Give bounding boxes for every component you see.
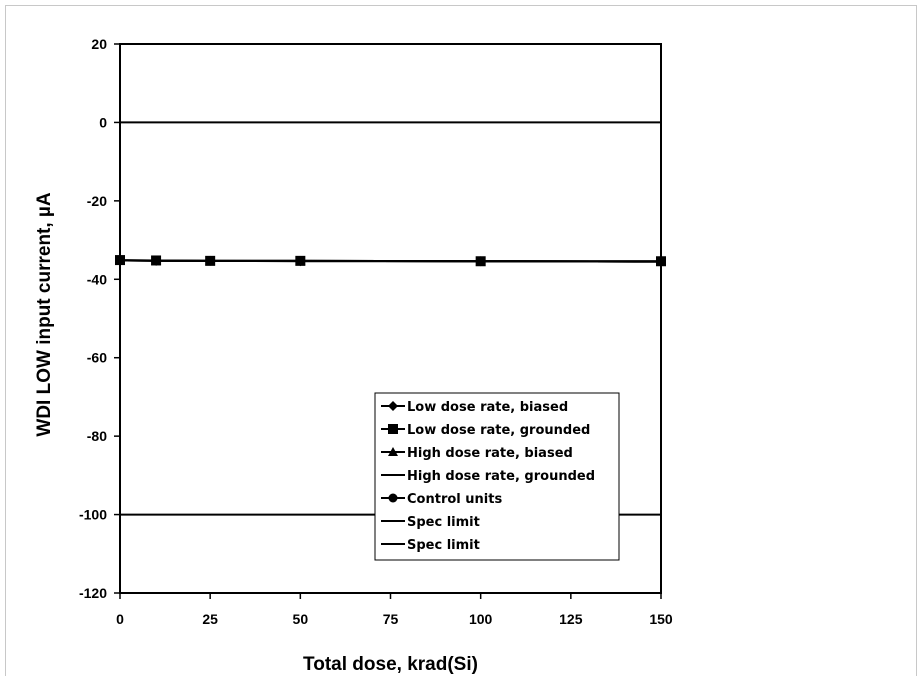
y-tick-label: -20 [87, 193, 107, 209]
x-tick-label: 125 [559, 611, 583, 627]
data-point [151, 255, 161, 265]
data-point [115, 255, 125, 265]
x-tick-label: 25 [202, 611, 218, 627]
legend-label: Spec limit [407, 538, 480, 553]
legend: Low dose rate, biased Low dose rate, grou… [374, 392, 620, 561]
x-tick-label: 0 [116, 611, 124, 627]
series-line [120, 259, 661, 263]
x-tick-label: 50 [293, 611, 309, 627]
legend-label: High dose rate, grounded [407, 469, 595, 484]
legend-marker [388, 401, 398, 411]
legend-entry: High dose rate, biased [381, 446, 573, 461]
data-point [476, 256, 486, 266]
x-tick-label: 100 [469, 611, 493, 627]
y-axis: 20 0 -20 -40 -60 -80 -100 -120 [79, 36, 120, 601]
y-tick-label: -80 [87, 428, 107, 444]
x-tick-label: 75 [383, 611, 399, 627]
y-tick-label: -60 [87, 350, 107, 366]
legend-label: High dose rate, biased [407, 446, 573, 461]
data-point [205, 256, 215, 266]
x-tick-label: 150 [649, 611, 673, 627]
legend-marker [388, 424, 398, 434]
y-tick-label: 20 [91, 36, 107, 52]
legend-entry: Control units [381, 492, 502, 507]
y-tick-label: -100 [79, 507, 107, 523]
legend-box [374, 392, 620, 561]
y-tick-label: 0 [99, 114, 107, 130]
data-point [656, 256, 666, 266]
legend-label: Low dose rate, grounded [407, 423, 590, 438]
legend-label: Low dose rate, biased [407, 400, 568, 415]
y-axis-title: WDI LOW input current, µA [34, 192, 55, 436]
series-layer [115, 121, 666, 516]
legend-entry: Spec limit [381, 538, 480, 553]
y-tick-label: -40 [87, 271, 107, 287]
legend-marker [388, 447, 398, 456]
y-tick-label: -120 [79, 585, 107, 601]
data-point [295, 256, 305, 266]
series-4 [115, 255, 666, 266]
x-axis-title: Total dose, krad(Si) [303, 654, 478, 675]
legend-entry: High dose rate, grounded [381, 469, 595, 484]
legend-marker [388, 493, 398, 503]
legend-entry: Spec limit [381, 515, 480, 530]
x-axis: 0 25 50 75 100 125 150 [116, 593, 673, 627]
legend-label: Control units [407, 492, 502, 507]
legend-entry: Low dose rate, grounded [381, 423, 590, 438]
legend-entry: Low dose rate, biased [381, 400, 568, 415]
legend-label: Spec limit [407, 515, 480, 530]
chart-frame [5, 5, 917, 676]
